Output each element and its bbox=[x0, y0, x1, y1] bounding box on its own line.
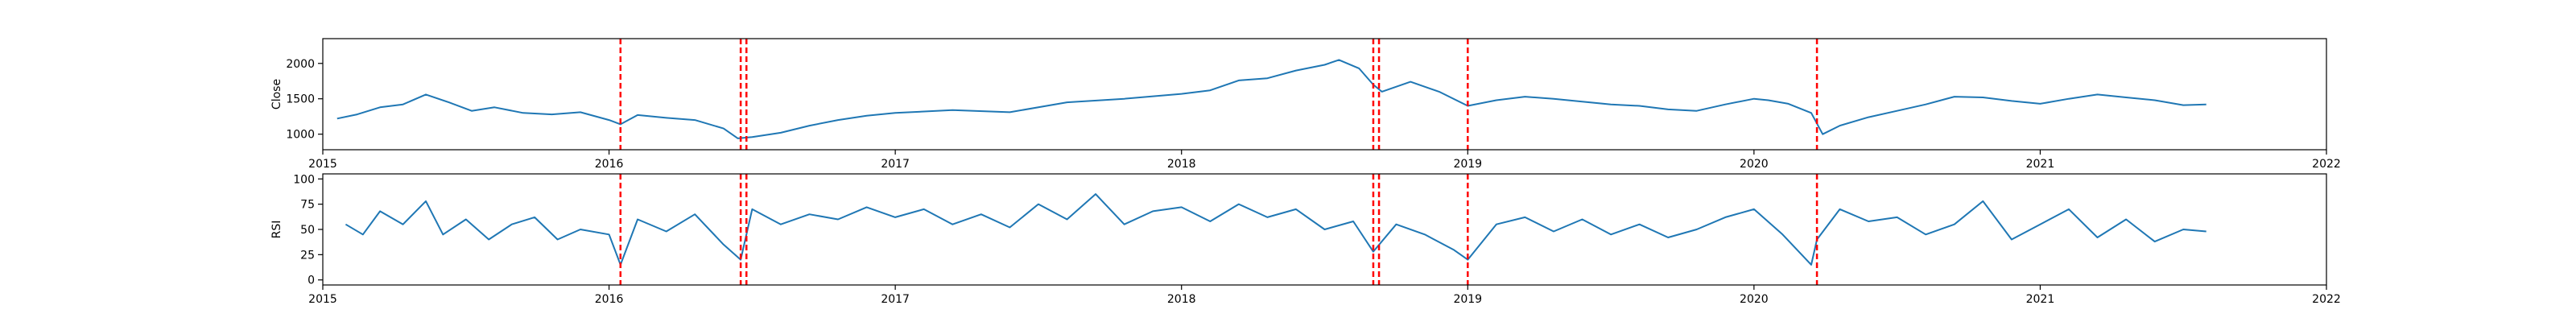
rsi-x-tick-label: 2017 bbox=[881, 293, 910, 306]
rsi-x-tick-label: 2018 bbox=[1167, 293, 1196, 306]
rsi-panel: 2015 2016 2017 2018 2019 2020 2021 2022 0 25 50 75 1… bbox=[270, 173, 2341, 306]
close-y-tick-label: 2000 bbox=[286, 58, 315, 71]
rsi-y-tick-label: 0 bbox=[308, 275, 315, 287]
close-x-tick-label: 2020 bbox=[1740, 158, 1769, 171]
rsi-y-tick-label: 50 bbox=[300, 224, 315, 237]
close-x-tick-label: 2015 bbox=[308, 158, 337, 171]
rsi-y-tick-label: 75 bbox=[300, 199, 315, 212]
rsi-x-tick-label: 2022 bbox=[2312, 293, 2341, 306]
rsi-series-line bbox=[345, 193, 2207, 266]
close-x-tick-label: 2019 bbox=[1453, 158, 1482, 171]
rsi-x-tick-label: 2016 bbox=[595, 293, 624, 306]
close-x-tick-label: 2016 bbox=[595, 158, 624, 171]
rsi-x-tick-label: 2020 bbox=[1740, 293, 1769, 306]
close-price-panel: 2015 2016 2017 2018 2019 2020 2021 2022 1000 1500… bbox=[270, 38, 2341, 171]
close-x-tick-label: 2022 bbox=[2312, 158, 2341, 171]
rsi-y-tick-label: 25 bbox=[300, 249, 315, 262]
close-x-tick-label: 2017 bbox=[881, 158, 910, 171]
close-series-line bbox=[336, 59, 2207, 139]
close-x-tick-label: 2018 bbox=[1167, 158, 1196, 171]
close-axes-frame bbox=[322, 38, 2327, 151]
close-y-tick-label: 1000 bbox=[286, 129, 315, 142]
rsi-y-axis-label: RSI bbox=[270, 221, 283, 239]
rsi-x-tick-label: 2015 bbox=[308, 293, 337, 306]
close-y-tick-label: 1500 bbox=[286, 93, 315, 106]
close-y-axis-label: Close bbox=[270, 79, 283, 109]
rsi-x-tick-label: 2021 bbox=[2026, 293, 2055, 306]
rsi-x-tick-label: 2019 bbox=[1453, 293, 1482, 306]
rsi-y-tick-label: 100 bbox=[293, 173, 315, 186]
close-x-tick-label: 2021 bbox=[2026, 158, 2055, 171]
